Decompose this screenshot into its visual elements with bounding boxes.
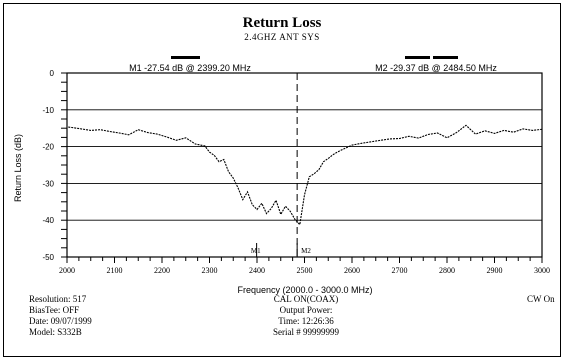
x-tick-label: 2600 — [344, 266, 360, 275]
info-resolution: Resolution: 517 — [29, 294, 87, 304]
x-tick-label: 2500 — [297, 266, 313, 275]
limit-bar — [405, 56, 430, 59]
info-output-power: Output Power: — [279, 305, 333, 315]
marker-label-m1: M1 -27.54 dB @ 2399.20 MHz — [129, 63, 251, 73]
page-frame — [3, 3, 561, 357]
y-tick-label: -50 — [42, 253, 54, 262]
y-tick-label: 0 — [50, 69, 55, 78]
x-tick-label: 2800 — [439, 266, 455, 275]
x-tick-label: 2300 — [202, 266, 218, 275]
x-tick-label: 3000 — [534, 266, 550, 275]
x-axis-label: Frequency (2000.0 - 3000.0 MHz) — [237, 285, 372, 295]
series-line-0 — [67, 124, 542, 226]
x-tick-label: 2100 — [107, 266, 123, 275]
y-tick-label: -30 — [42, 179, 54, 188]
chart-subtitle: 2.4GHZ ANT SYS — [244, 32, 320, 42]
x-tick-label: 2700 — [392, 266, 408, 275]
info-serial: Serial # 99999999 — [273, 327, 339, 337]
chart-title: Return Loss — [242, 15, 322, 31]
plot-frame — [66, 72, 543, 258]
info-mode: CW On — [527, 294, 555, 304]
limit-bar — [433, 56, 458, 59]
limit-bar — [171, 56, 200, 59]
info-model: Model: S332B — [29, 327, 82, 337]
info-date: Date: 09/07/1999 — [29, 316, 92, 326]
marker-label-m2: M2 -29.37 dB @ 2484.50 MHz — [375, 63, 497, 73]
x-tick-label: 2400 — [249, 266, 265, 275]
y-tick-label: -20 — [42, 143, 54, 152]
y-tick-label: -40 — [42, 216, 54, 225]
info-biastee: BiasTee: OFF — [29, 305, 80, 315]
marker-name-m2: M2 — [301, 247, 311, 255]
x-tick-label: 2200 — [154, 266, 170, 275]
marker-name-m1: M1 — [251, 247, 261, 255]
info-time: Time: 12:26:36 — [278, 316, 334, 326]
x-tick-label: 2000 — [59, 266, 75, 275]
y-axis-label: Return Loss (dB) — [13, 134, 23, 202]
x-tick-label: 2900 — [487, 266, 503, 275]
y-tick-label: -10 — [42, 106, 54, 115]
info-cal: CAL ON(COAX) — [273, 294, 339, 304]
